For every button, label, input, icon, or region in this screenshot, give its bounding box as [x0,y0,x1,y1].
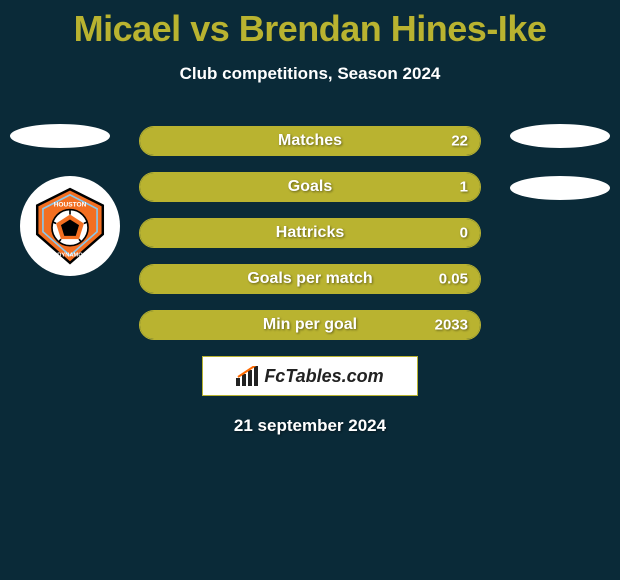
stat-label: Goals per match [247,270,372,288]
player1-oval-placeholder [10,124,110,148]
stats-area: HOUSTON DYNAMO Matches 22 Goals 1 [0,126,620,340]
stat-value-left: 0 [460,225,468,242]
svg-text:DYNAMO: DYNAMO [57,252,83,258]
stat-label: Goals [288,178,332,196]
stat-value-left: 0.05 [439,271,468,288]
svg-text:HOUSTON: HOUSTON [54,201,87,208]
stat-row: Matches 22 [139,126,481,156]
player2-oval-placeholder-2 [510,176,610,200]
brand-box[interactable]: FcTables.com [202,356,418,396]
player1-club-logo: HOUSTON DYNAMO [20,176,120,276]
player2-oval-placeholder-1 [510,124,610,148]
stat-row: Goals per match 0.05 [139,264,481,294]
dynamo-logo-icon: HOUSTON DYNAMO [29,185,111,267]
brand-text: FcTables.com [264,366,383,387]
stat-value-left: 2033 [435,317,468,334]
vs-text: vs [190,8,229,49]
stat-value-left: 22 [451,133,468,150]
stat-row: Min per goal 2033 [139,310,481,340]
stat-label: Matches [278,132,342,150]
date-text: 21 september 2024 [0,416,620,436]
player1-name: Micael [74,8,181,49]
bar-chart-icon [236,366,258,386]
stat-row: Goals 1 [139,172,481,202]
stat-bars: Matches 22 Goals 1 Hattricks 0 Goals per… [139,126,481,340]
page-title: Micael vs Brendan Hines-Ike [0,0,620,50]
subtitle: Club competitions, Season 2024 [0,64,620,84]
stat-row: Hattricks 0 [139,218,481,248]
stat-label: Hattricks [276,224,344,242]
player2-name: Brendan Hines-Ike [239,8,547,49]
stat-value-left: 1 [460,179,468,196]
stat-label: Min per goal [263,316,357,334]
